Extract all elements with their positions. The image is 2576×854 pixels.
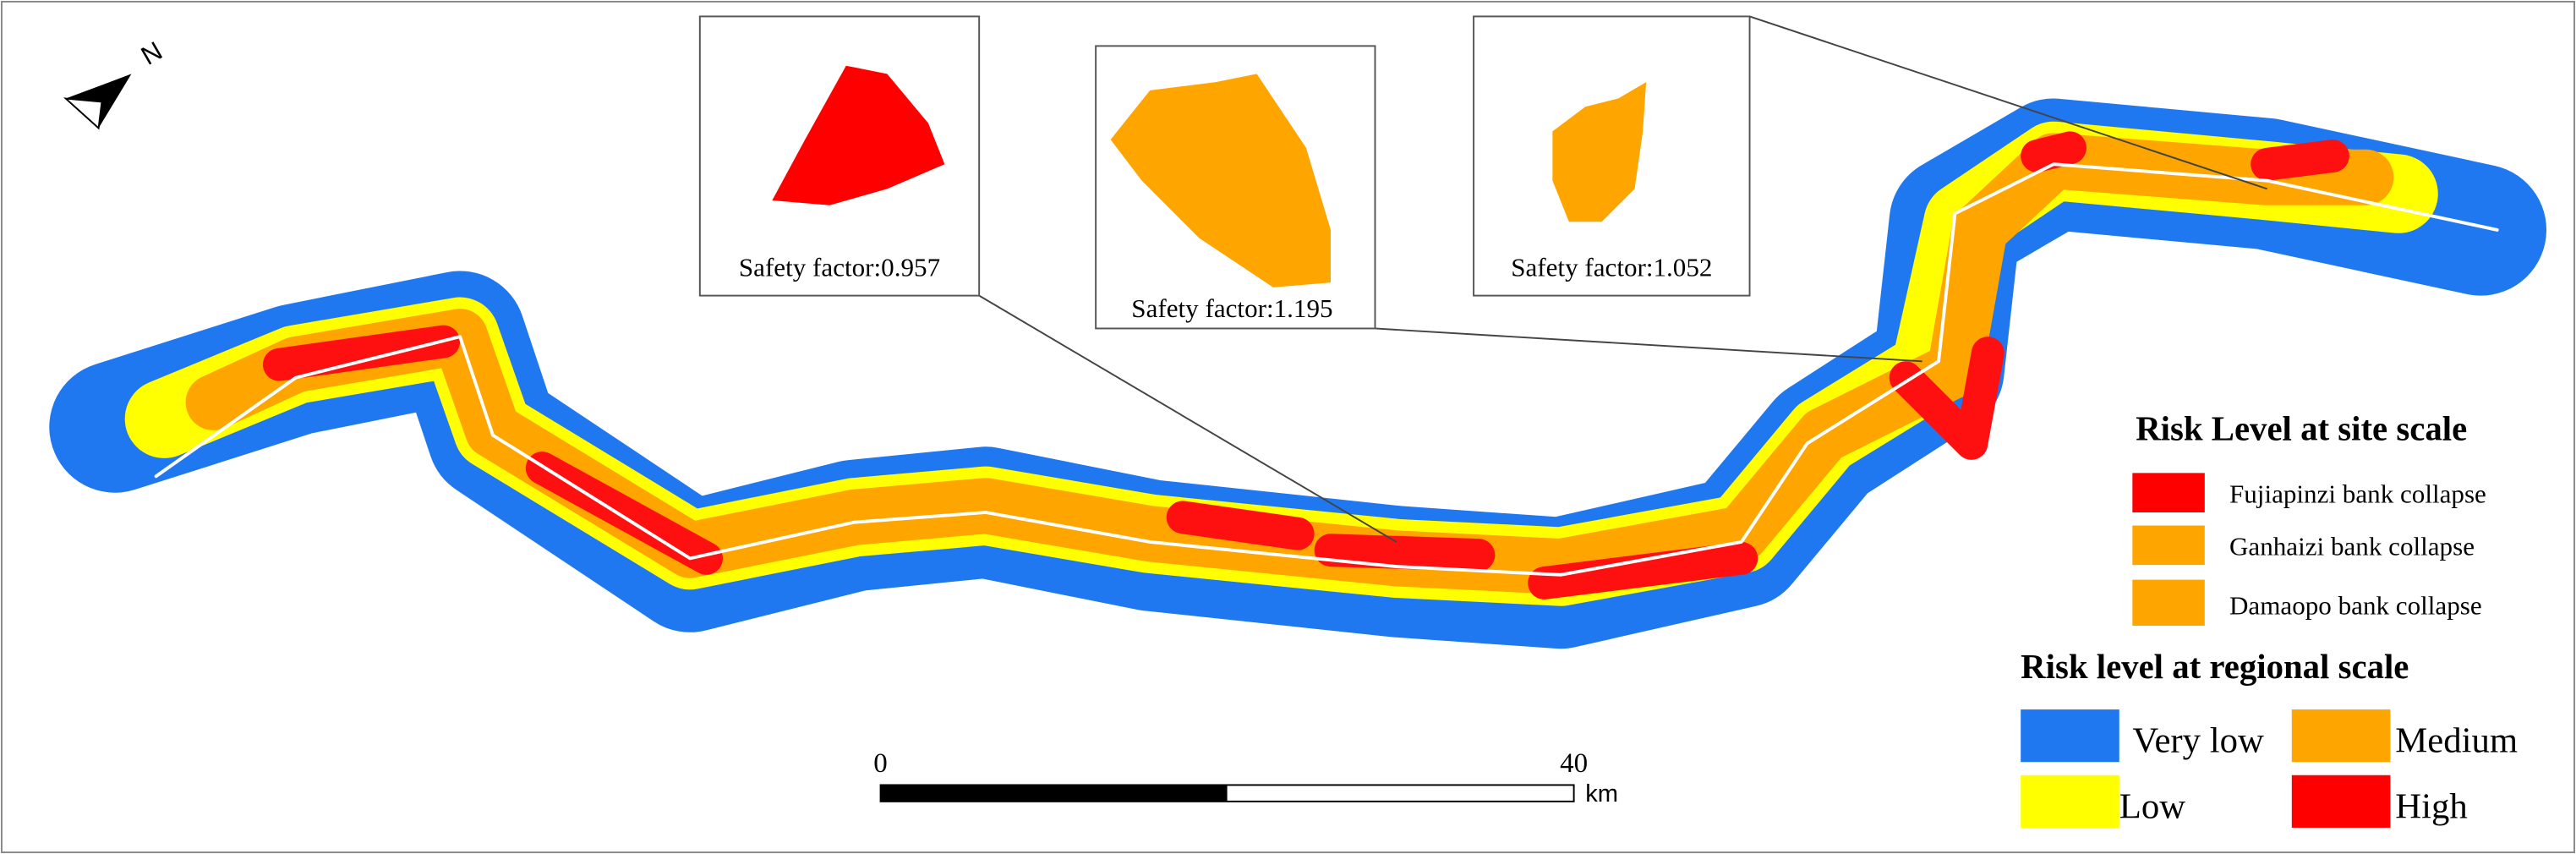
inset: Safety factor:1.052 — [1473, 15, 1751, 297]
collapse-shape — [772, 65, 945, 205]
leader-lines — [978, 15, 2267, 543]
legend-label: Medium — [2395, 721, 2518, 761]
regional-legend: Risk level at regional scale Very low Lo… — [2021, 648, 2518, 828]
scale-label: 40 — [1560, 748, 1588, 779]
safety-factor: Safety factor:0.957 — [739, 252, 940, 282]
legend-title: Risk level at regional scale — [2021, 648, 2409, 686]
inset: Safety factor:0.957 — [698, 15, 981, 297]
inset: Safety factor:1.195 — [1095, 45, 1376, 330]
high-zone — [262, 131, 2349, 599]
river — [154, 162, 2499, 577]
collapse-shape — [1552, 82, 1647, 222]
legend-label: Low — [2119, 786, 2185, 826]
legend-label: Ganhaizi bank collapse — [2229, 532, 2475, 561]
legend-label: Very low — [2132, 721, 2264, 761]
risk-zones — [49, 98, 2547, 649]
scale-bar: 0 40 km — [873, 748, 1618, 807]
collapse-shape — [1110, 74, 1332, 287]
scale-label: 0 — [873, 748, 888, 779]
legend-label: Damaopo bank collapse — [2229, 590, 2482, 620]
scale-unit: km — [1585, 780, 1618, 807]
legend-title: Risk Level at site scale — [2136, 410, 2467, 448]
safety-factor: Safety factor:1.052 — [1511, 252, 1712, 282]
safety-factor: Safety factor:1.195 — [1131, 293, 1332, 323]
site-legend: Risk Level at site scale Fujiapinzi bank… — [2132, 410, 2486, 627]
legend-label: High — [2395, 786, 2468, 826]
legend-label: Fujiapinzi bank collapse — [2229, 479, 2486, 508]
